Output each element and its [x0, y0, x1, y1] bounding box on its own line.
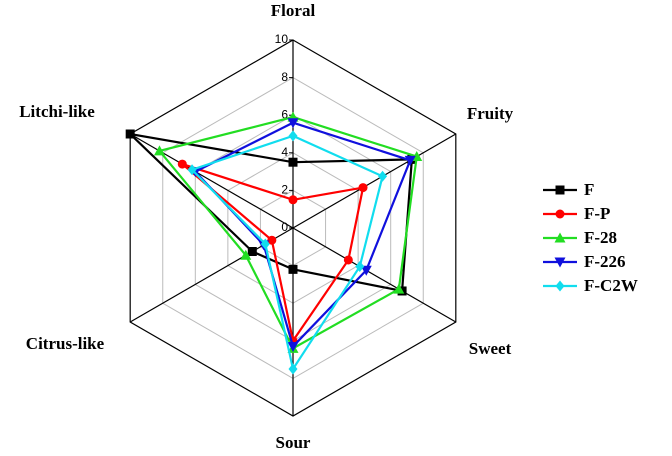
marker: [288, 264, 298, 274]
marker: [287, 118, 299, 129]
marker: [360, 265, 372, 276]
marker: [287, 341, 299, 352]
marker: [555, 209, 565, 219]
marker: [393, 283, 405, 294]
marker: [288, 195, 298, 205]
marker: [404, 155, 416, 166]
marker: [267, 235, 277, 245]
marker: [125, 129, 135, 139]
category-label: Floral: [271, 1, 316, 20]
marker: [378, 170, 388, 182]
marker: [260, 238, 270, 250]
legend-label: F-226: [584, 252, 626, 271]
marker: [288, 130, 298, 142]
marker: [554, 232, 566, 243]
marker: [177, 159, 187, 169]
axis-line: [292, 133, 457, 229]
marker: [288, 157, 298, 167]
tick-label: 0: [281, 220, 288, 234]
marker: [187, 164, 197, 176]
category-label: Citrus-like: [26, 334, 105, 353]
marker: [355, 261, 365, 273]
series-line: [190, 134, 384, 372]
legend-label: F-C2W: [584, 276, 638, 295]
category-label: Sour: [276, 433, 311, 452]
tick-label: 4: [281, 145, 288, 159]
marker: [358, 183, 368, 193]
legend-label: F-P: [584, 204, 610, 223]
tick-label: 2: [281, 183, 288, 197]
legend-label: F-28: [584, 228, 617, 247]
marker: [247, 247, 257, 256]
category-label: Litchi-like: [19, 102, 95, 121]
marker: [554, 257, 566, 268]
category-label: Fruity: [467, 104, 514, 123]
marker: [288, 363, 298, 375]
category-label: Sweet: [469, 339, 512, 358]
legend-label: F: [584, 180, 594, 199]
marker: [153, 145, 165, 156]
axis-line: [292, 227, 457, 323]
marker: [343, 255, 353, 265]
tick-label: 6: [281, 107, 288, 121]
tick-label: 10: [275, 32, 289, 46]
marker: [240, 249, 252, 260]
marker: [555, 280, 565, 292]
tick-label: 8: [281, 70, 288, 84]
marker: [555, 185, 565, 195]
